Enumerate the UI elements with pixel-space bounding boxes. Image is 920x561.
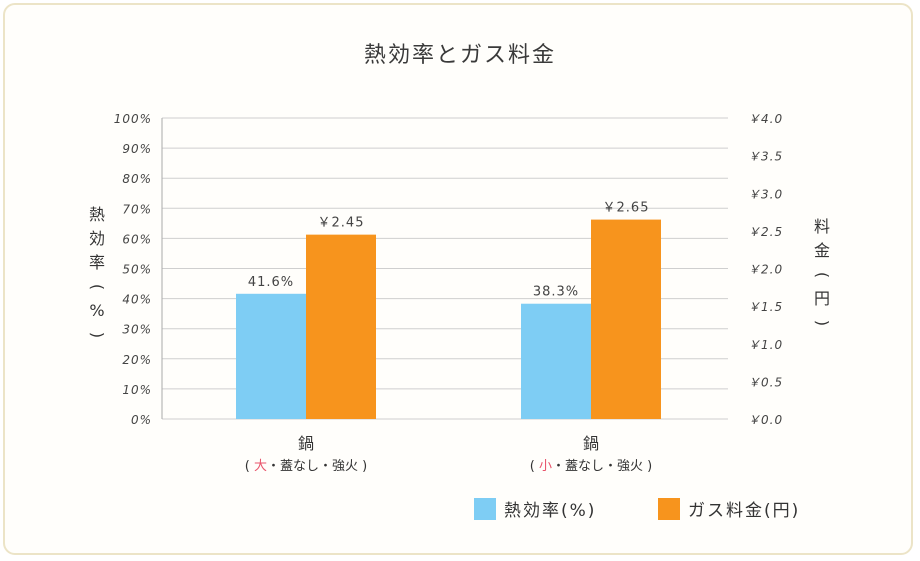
- right-tick-label: ￥1.0: [748, 338, 783, 352]
- left-tick-label: 70%: [122, 202, 152, 216]
- right-tick-label: ￥0.5: [748, 375, 783, 389]
- bars: [236, 219, 661, 419]
- left-tick-label: 100%: [114, 112, 152, 126]
- left-axis-title: 熱効率 (%): [88, 205, 107, 338]
- category-label: 鍋: [298, 434, 314, 453]
- category-highlight: 大: [254, 459, 267, 474]
- left-axis-title-char: 率: [89, 253, 105, 272]
- left-axis-title-char: ): [88, 332, 107, 338]
- left-tick-label: 60%: [122, 232, 152, 246]
- chart-frame: [3, 3, 913, 555]
- left-tick-label: 30%: [122, 323, 152, 337]
- right-axis-title-char: 金: [814, 241, 830, 260]
- left-tick-label: 50%: [122, 263, 152, 277]
- right-axis-title: 料金 ( 円): [813, 217, 832, 326]
- left-tick-label: 40%: [122, 293, 152, 307]
- category-sublabel: ( 小・蓋なし・強火 ): [530, 459, 652, 474]
- legend-swatch: [474, 498, 496, 520]
- category-label: 鍋: [583, 434, 599, 453]
- bar-efficiency: [236, 293, 306, 419]
- legend: 熱効率(%) ガス料金(円): [474, 498, 800, 521]
- bar-labels: 41.6% 38.3% ￥2.45 ￥2.65: [248, 201, 650, 300]
- left-axis-title-char: %: [89, 301, 104, 320]
- category-sublabel: ( 大・蓋なし・強火 ): [245, 459, 367, 474]
- category-detail: ・蓋なし・強火: [267, 459, 358, 474]
- right-tick-label: ￥3.5: [748, 150, 783, 164]
- left-tick-label: 0%: [131, 413, 152, 427]
- category-paren-close: ): [643, 459, 652, 474]
- bar-gas-cost: [306, 234, 376, 419]
- right-tick-label: ￥4.0: [748, 112, 783, 126]
- chart-title: 熱効率とガス料金: [364, 43, 556, 68]
- category-paren-open: (: [530, 459, 539, 474]
- category-labels: 鍋( 大・蓋なし・強火 )鍋( 小・蓋なし・強火 ): [245, 434, 652, 474]
- right-tick-label: ￥0.0: [748, 413, 783, 427]
- left-axis-ticks: 0% 10% 20% 30% 40% 50% 60% 70% 80% 90% 100%: [114, 112, 152, 427]
- left-axis-title-char: 効: [89, 229, 105, 248]
- category-paren-close: ): [358, 459, 367, 474]
- left-axis-title-char: 熱: [89, 205, 105, 224]
- legend-label: 熱効率(%): [504, 501, 596, 521]
- category-paren-open: (: [245, 459, 254, 474]
- right-axis-title-char: ): [813, 320, 832, 326]
- right-axis-title-char: 料: [814, 217, 830, 236]
- category-detail: ・蓋なし・強火: [552, 459, 643, 474]
- right-axis-ticks: ￥0.0 ￥0.5 ￥1.0 ￥1.5 ￥2.0 ￥2.5 ￥3.0 ￥3.5 ￥4.0: [748, 112, 783, 427]
- right-tick-label: ￥2.0: [748, 263, 783, 277]
- bar-gas-cost: [591, 219, 661, 419]
- right-tick-label: ￥3.0: [748, 187, 783, 201]
- right-axis-title-char: (: [813, 272, 832, 278]
- bar-data-label: 38.3%: [533, 285, 579, 300]
- left-axis-title-char: (: [88, 284, 107, 290]
- right-tick-label: ￥2.5: [748, 225, 783, 239]
- left-tick-label: 10%: [122, 383, 152, 397]
- bar-data-label: ￥2.45: [318, 216, 365, 231]
- category-highlight: 小: [539, 459, 552, 474]
- bar-data-label: ￥2.65: [603, 201, 650, 216]
- right-axis-title-char: 円: [814, 289, 830, 308]
- right-tick-label: ￥1.5: [748, 300, 783, 314]
- bar-efficiency: [521, 303, 591, 419]
- legend-label: ガス料金(円): [688, 501, 800, 521]
- left-tick-label: 90%: [122, 142, 152, 156]
- left-tick-label: 20%: [122, 353, 152, 367]
- bar-data-label: 41.6%: [248, 275, 294, 290]
- legend-swatch: [658, 498, 680, 520]
- left-tick-label: 80%: [122, 172, 152, 186]
